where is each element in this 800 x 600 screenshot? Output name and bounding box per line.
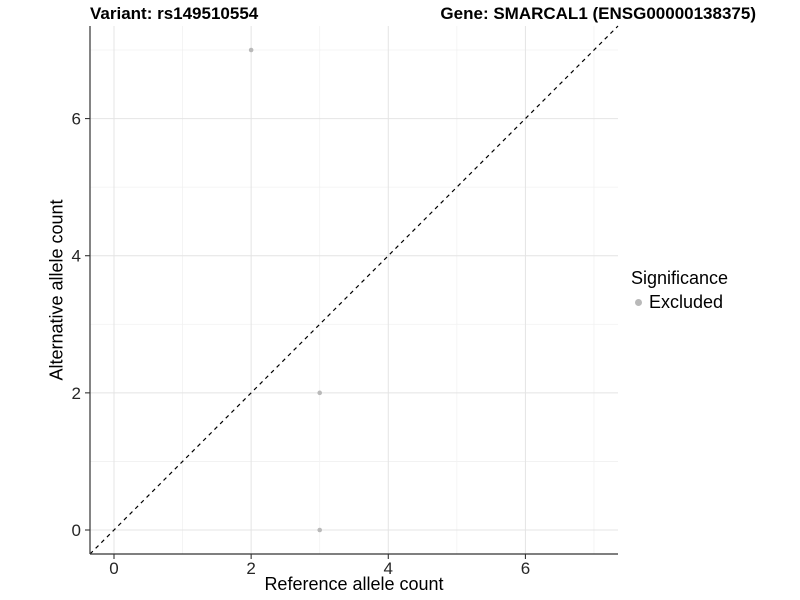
y-tick-label: 0: [72, 521, 81, 540]
y-axis-title: Alternative allele count: [46, 199, 67, 381]
identity-reference-line: [89, 25, 619, 555]
x-tick-label: 2: [246, 559, 255, 578]
legend-point-marker-icon: [634, 299, 642, 306]
x-tick-label: 4: [384, 559, 393, 578]
legend-item-label: Excluded: [649, 292, 724, 312]
y-tick-label: 6: [72, 110, 81, 129]
data-point: [317, 390, 323, 396]
data-point: [248, 47, 254, 53]
plot-title-variant: Variant: rs149510554: [90, 4, 259, 23]
y-tick-label: 4: [72, 247, 81, 266]
legend-key: [631, 299, 645, 306]
legend-item: Excluded: [631, 292, 728, 313]
legend-title: Significance: [631, 268, 729, 288]
x-tick-label: 6: [521, 559, 530, 578]
data-point: [317, 527, 323, 533]
x-axis-title: Reference allele count: [264, 574, 444, 594]
y-tick-label: 2: [72, 384, 81, 403]
x-tick-label: 0: [109, 559, 118, 578]
plot-title-gene: Gene: SMARCAL1 (ENSG00000138375): [440, 4, 756, 23]
legend: Significance Excluded: [631, 268, 728, 313]
